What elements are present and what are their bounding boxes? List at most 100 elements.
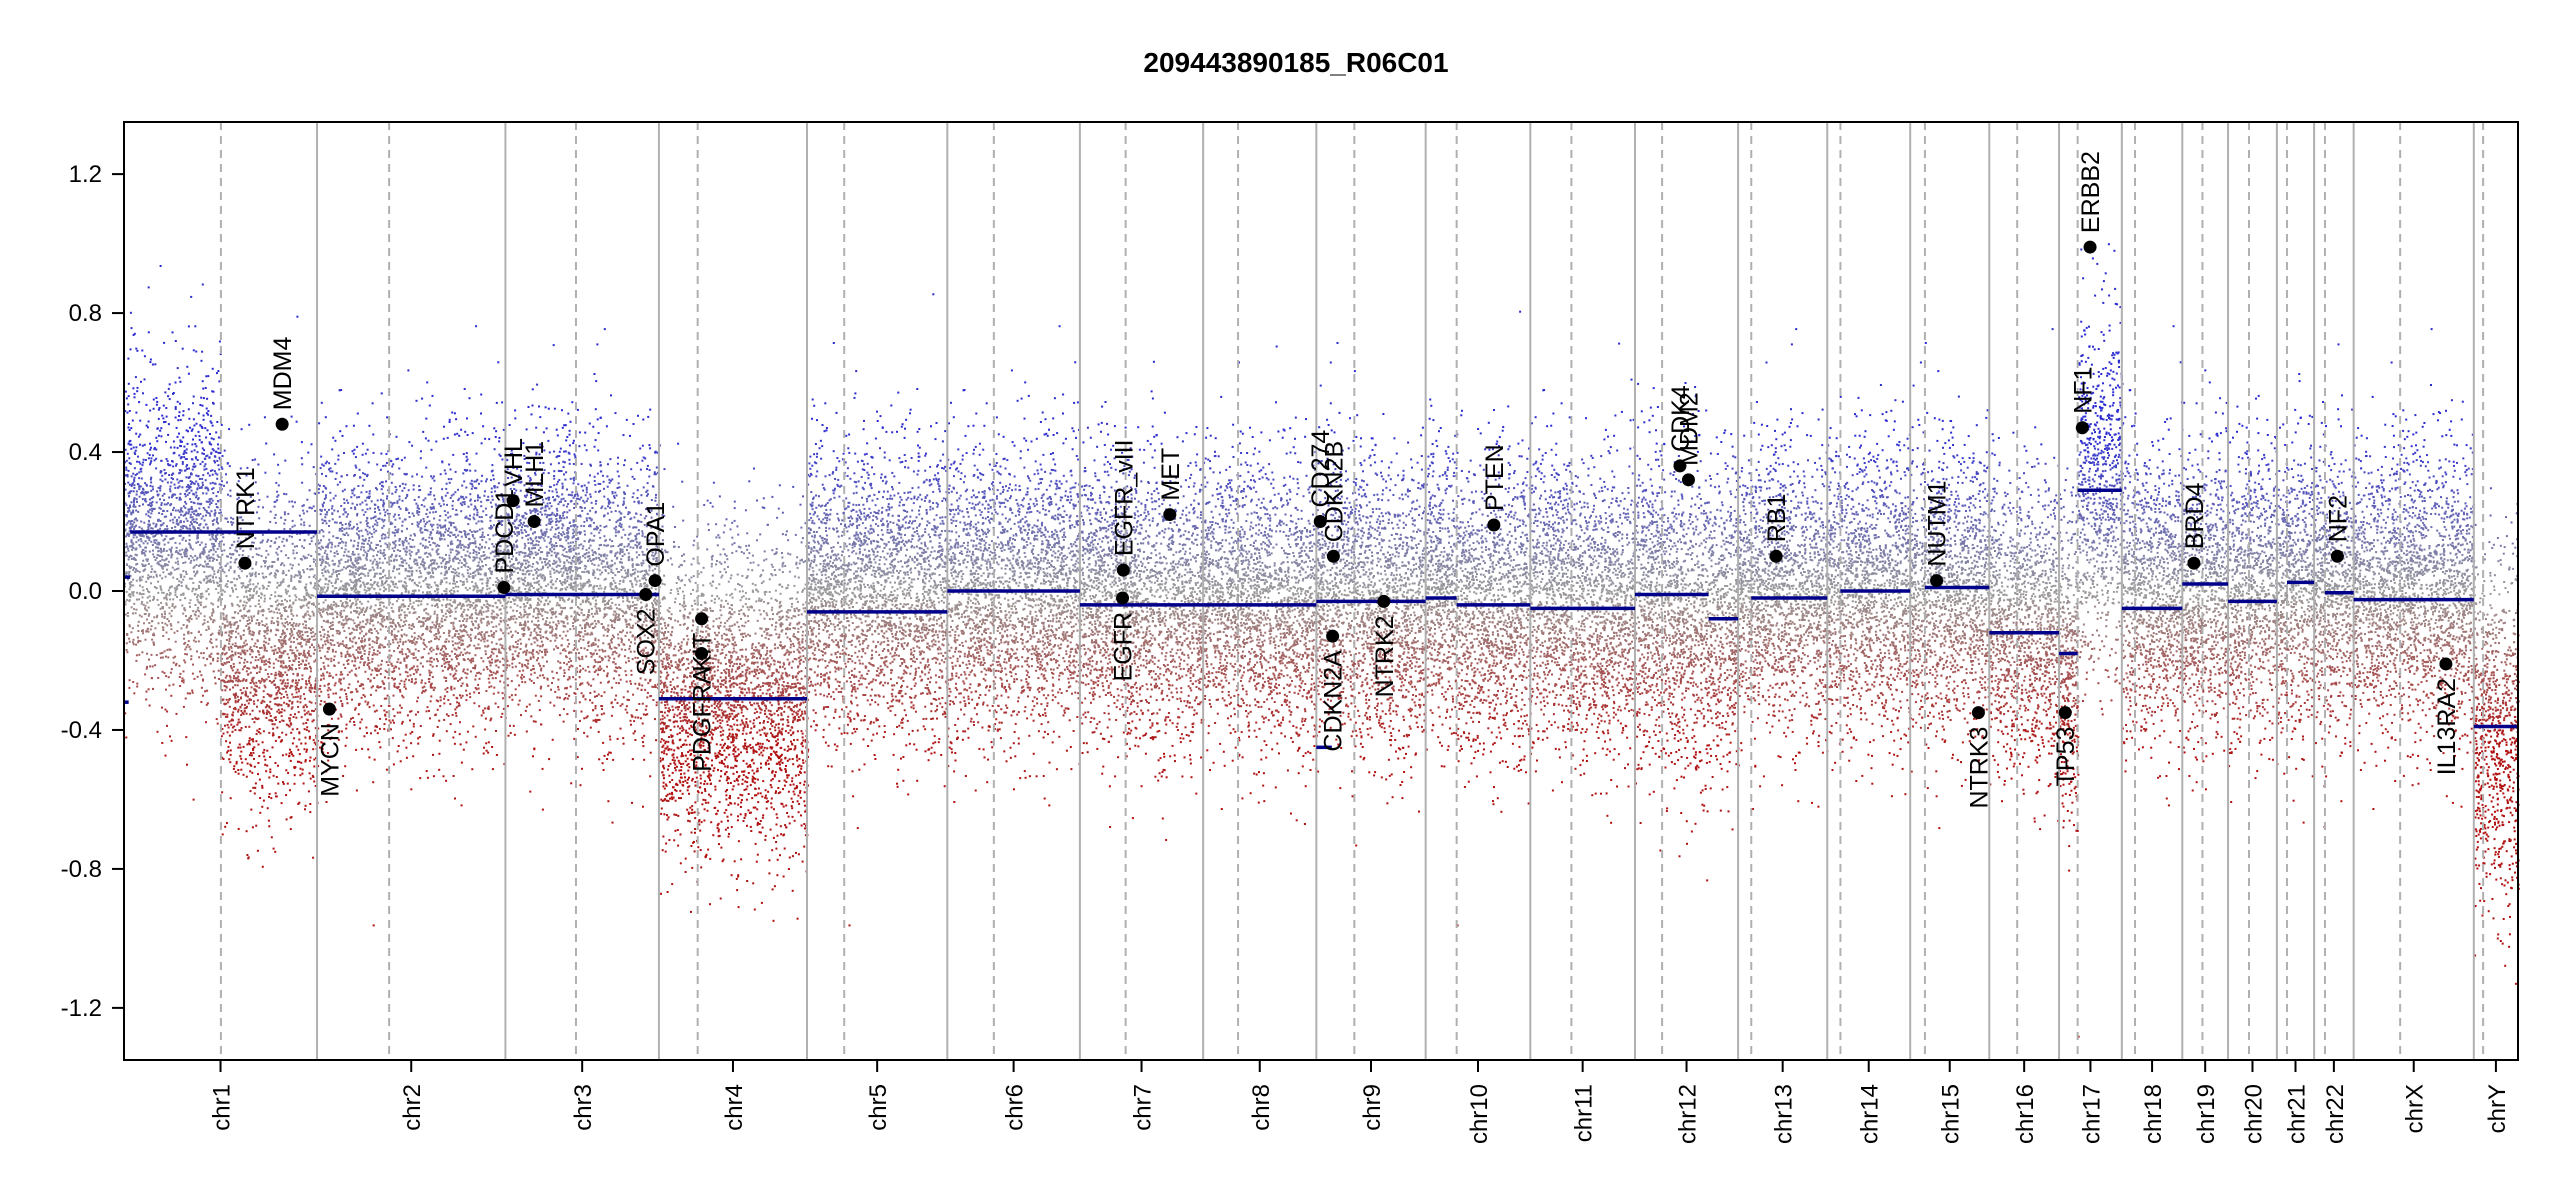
probe-point — [168, 612, 171, 615]
probe-point — [174, 493, 177, 496]
probe-point — [307, 553, 310, 556]
probe-point — [282, 580, 285, 583]
probe-point — [243, 595, 246, 598]
probe-point — [244, 690, 247, 693]
probe-point — [249, 691, 252, 694]
probe-point — [224, 676, 227, 679]
probe-point — [415, 681, 417, 684]
probe-point — [291, 701, 294, 704]
probe-point — [233, 577, 236, 580]
probe-point — [213, 470, 216, 473]
probe-point — [286, 696, 289, 699]
probe-point — [499, 643, 502, 646]
probe-point — [215, 537, 218, 540]
probe-point — [287, 590, 289, 593]
probe-point — [292, 601, 295, 604]
probe-point — [240, 637, 243, 640]
probe-point — [214, 534, 217, 537]
probe-point — [224, 662, 227, 665]
probe-point — [476, 509, 479, 511]
probe-point — [128, 443, 131, 446]
probe-point — [131, 548, 134, 551]
probe-point — [177, 584, 180, 587]
probe-point — [242, 651, 245, 654]
probe-point — [161, 621, 164, 624]
probe-point — [321, 490, 324, 493]
probe-point — [163, 559, 166, 562]
probe-point — [145, 558, 148, 561]
probe-point — [384, 574, 387, 577]
probe-point — [219, 353, 222, 356]
probe-point — [173, 631, 176, 634]
probe-point — [477, 687, 480, 690]
probe-point — [238, 554, 241, 557]
probe-point — [153, 459, 156, 462]
probe-point — [176, 595, 178, 598]
probe-point — [210, 638, 213, 641]
probe-point — [251, 680, 254, 683]
probe-point — [181, 538, 184, 541]
probe-point — [201, 595, 204, 598]
probe-point — [305, 620, 307, 623]
probe-point — [251, 572, 254, 575]
probe-point — [384, 636, 387, 639]
probe-point — [312, 631, 315, 634]
probe-point — [134, 376, 137, 379]
probe-point — [493, 486, 496, 489]
probe-point — [289, 686, 292, 689]
probe-point — [140, 477, 143, 480]
probe-point — [347, 659, 350, 661]
probe-point — [229, 567, 232, 569]
probe-point — [132, 594, 135, 597]
probe-point — [133, 332, 136, 335]
probe-point — [217, 447, 220, 450]
probe-point — [409, 599, 412, 602]
probe-point — [131, 541, 134, 544]
probe-point — [363, 652, 366, 655]
probe-point — [469, 616, 471, 619]
probe-point — [496, 586, 499, 589]
probe-point — [150, 512, 153, 515]
probe-point — [231, 523, 233, 526]
probe-point — [195, 617, 198, 620]
probe-point — [447, 663, 450, 666]
probe-point — [251, 650, 254, 653]
probe-point — [357, 568, 360, 571]
probe-point — [205, 523, 208, 526]
probe-point — [378, 593, 381, 596]
probe-point — [276, 726, 279, 729]
probe-point — [211, 520, 214, 522]
probe-point — [277, 595, 280, 598]
probe-point — [183, 553, 186, 556]
probe-point — [138, 401, 141, 404]
probe-point — [191, 590, 194, 593]
probe-point — [328, 626, 331, 628]
probe-point — [170, 473, 173, 476]
probe-point — [134, 453, 137, 455]
probe-point — [156, 543, 159, 546]
probe-point — [185, 476, 188, 479]
probe-point — [222, 536, 225, 539]
probe-point — [295, 691, 298, 694]
probe-point — [336, 536, 339, 539]
probe-point — [354, 557, 357, 560]
probe-point — [351, 698, 353, 701]
probe-point — [197, 600, 200, 603]
probe-point — [174, 340, 177, 342]
probe-point — [135, 554, 138, 557]
probe-point — [478, 631, 481, 634]
probe-point — [245, 706, 248, 709]
probe-point — [220, 540, 223, 543]
probe-point — [299, 635, 302, 638]
probe-point — [337, 570, 340, 572]
probe-point — [129, 462, 132, 465]
probe-point — [262, 696, 265, 699]
probe-point — [179, 439, 182, 442]
probe-point — [258, 547, 261, 550]
probe-point — [289, 621, 291, 624]
probe-point — [466, 572, 469, 575]
probe-point — [172, 392, 174, 395]
probe-point — [226, 555, 228, 558]
probe-point — [462, 580, 465, 583]
probe-point — [304, 742, 307, 745]
